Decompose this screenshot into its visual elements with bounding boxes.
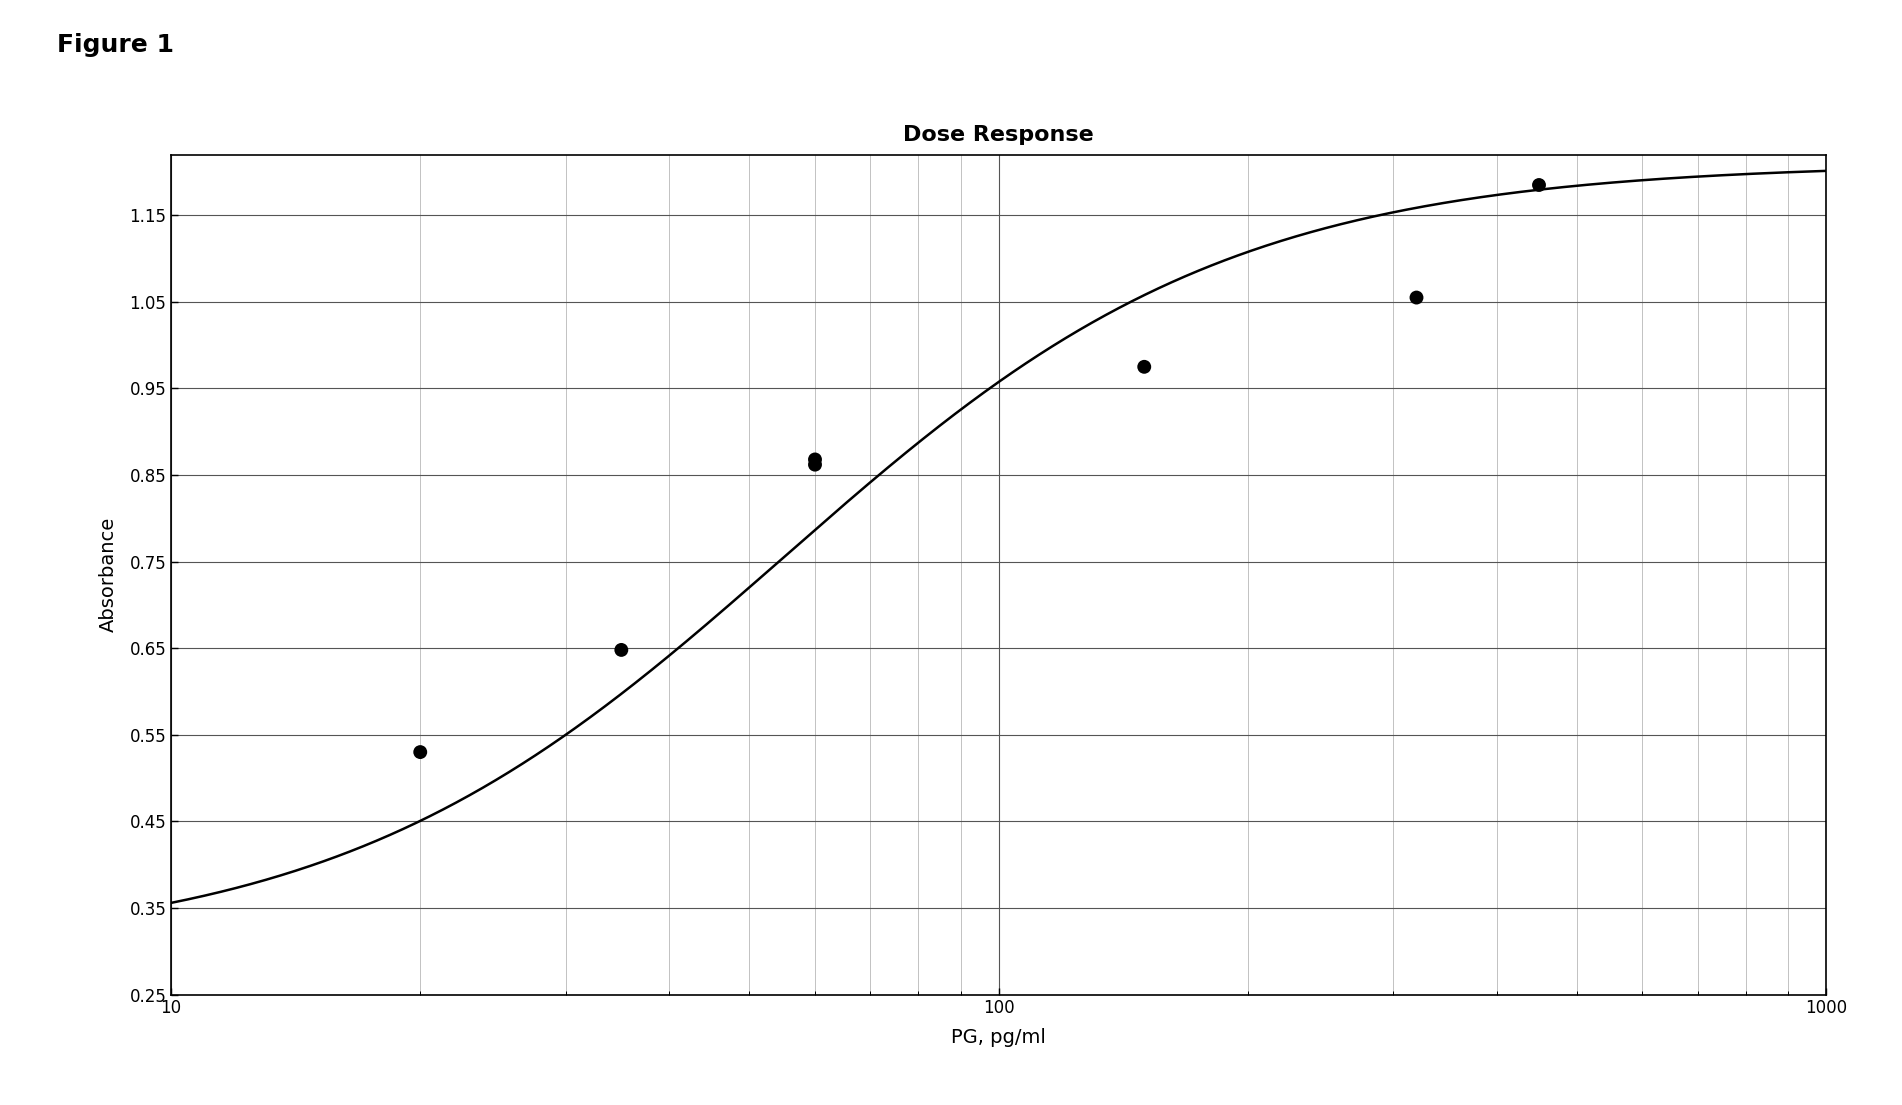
Title: Dose Response: Dose Response <box>903 125 1094 145</box>
Y-axis label: Absorbance: Absorbance <box>99 517 118 632</box>
Point <box>1524 176 1554 193</box>
Point <box>1402 288 1432 306</box>
Point <box>405 744 436 761</box>
Point <box>799 451 829 469</box>
Text: Figure 1: Figure 1 <box>57 33 175 57</box>
Point <box>607 641 637 659</box>
Point <box>799 455 829 473</box>
Point <box>1130 358 1160 376</box>
X-axis label: PG, pg/ml: PG, pg/ml <box>951 1029 1046 1048</box>
